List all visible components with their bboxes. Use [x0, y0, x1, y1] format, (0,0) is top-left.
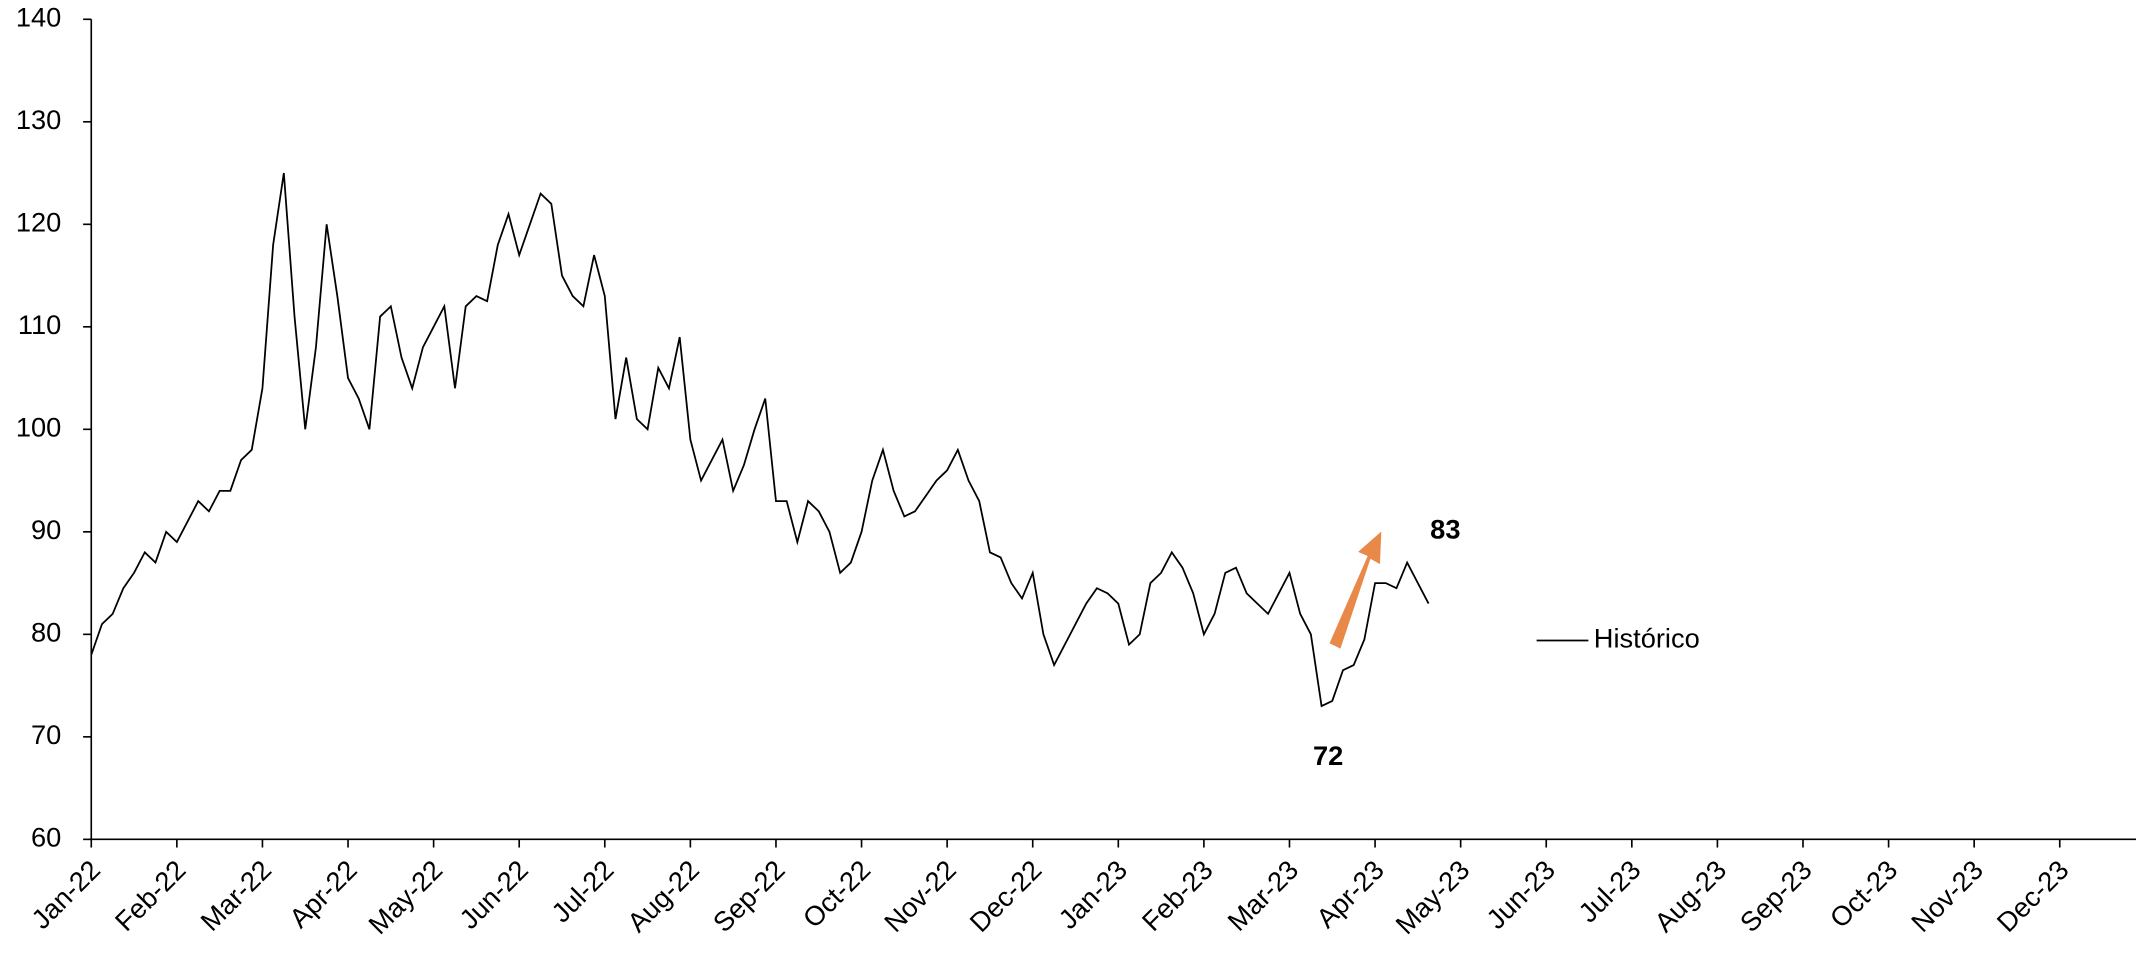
- x-tick-label: Mar-22: [194, 854, 277, 937]
- y-tick-label: 140: [16, 1, 61, 32]
- x-tick-label: Jan-23: [1052, 854, 1133, 935]
- x-tick-label: Nov-22: [878, 854, 962, 938]
- x-tick-label: Nov-23: [1905, 854, 1989, 938]
- annotation: 83: [1430, 514, 1460, 545]
- y-tick-label: 90: [31, 514, 61, 545]
- x-tick-label: Feb-22: [109, 854, 192, 937]
- legend-label: Histórico: [1594, 623, 1700, 654]
- annotation: 72: [1313, 740, 1343, 771]
- x-tick-label: May-22: [362, 854, 448, 940]
- x-tick-label: Dec-23: [1991, 854, 2075, 938]
- x-tick-label: Jun-22: [453, 854, 534, 935]
- y-tick-label: 130: [16, 104, 61, 135]
- series-line: [90, 172, 1430, 708]
- y-tick-label: 100: [16, 412, 61, 443]
- x-tick-label: Jun-23: [1480, 854, 1561, 935]
- x-tick-label: Jan-22: [25, 854, 106, 935]
- x-tick-label: Jul-22: [545, 854, 619, 928]
- x-tick-label: Apr-22: [283, 854, 363, 934]
- x-tick-label: Jul-23: [1572, 854, 1646, 928]
- x-tick-label: Feb-23: [1136, 854, 1219, 937]
- x-tick-label: Oct-23: [1824, 854, 1904, 934]
- x-tick-label: Aug-23: [1648, 854, 1732, 938]
- y-tick-label: 60: [31, 822, 61, 853]
- x-tick-label: May-23: [1389, 854, 1475, 940]
- arrow: [1329, 531, 1382, 649]
- x-tick-label: Dec-22: [964, 854, 1048, 938]
- x-tick-label: Sep-23: [1734, 854, 1818, 938]
- y-tick-label: 110: [18, 309, 61, 340]
- y-tick-label: 120: [16, 207, 61, 238]
- x-tick-label: Oct-22: [797, 854, 877, 934]
- x-tick-label: Apr-23: [1310, 854, 1390, 934]
- x-tick-label: Mar-23: [1221, 854, 1304, 937]
- x-tick-label: Sep-22: [707, 854, 791, 938]
- y-tick-label: 80: [31, 617, 61, 648]
- x-tick-label: Aug-22: [621, 854, 705, 938]
- y-tick-label: 70: [31, 719, 61, 750]
